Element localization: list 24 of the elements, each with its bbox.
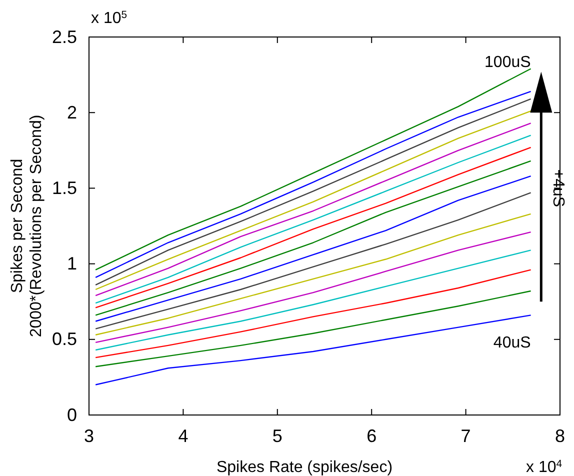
line-series [94, 269, 532, 358]
line-series [94, 250, 532, 351]
text: x 10$^{5}$ [91, 10, 128, 27]
annotation: 40uS [493, 334, 531, 352]
annotation: 100uS [484, 54, 531, 71]
x-tick-label: 8 [554, 426, 566, 446]
line-series [94, 290, 532, 368]
y-tick-label: 2 [66, 102, 77, 122]
y-axis-title: Spikes per Second 2000*(Revolutions per Second) [9, 114, 45, 338]
line-series [94, 314, 532, 386]
text: x 10$^{4}$ [526, 458, 562, 476]
line-series [94, 213, 532, 336]
x-tick-label: 7 [460, 426, 471, 446]
x-axis-title: Spikes Rate (spikes/sec) [216, 459, 393, 476]
x-tick-label: 6 [366, 426, 377, 446]
x-tick-label: 3 [84, 426, 94, 446]
y-tick-label: 0 [66, 404, 77, 425]
y-tick-label: 0.5 [52, 329, 77, 350]
y-tick-label: 2.5 [52, 26, 77, 47]
x-tick-label: 4 [178, 426, 188, 446]
line-series [94, 192, 532, 330]
y-tick-label: 1.5 [52, 178, 77, 198]
y-tick-label: 1 [66, 254, 77, 274]
x-tick-label: 5 [272, 426, 282, 446]
